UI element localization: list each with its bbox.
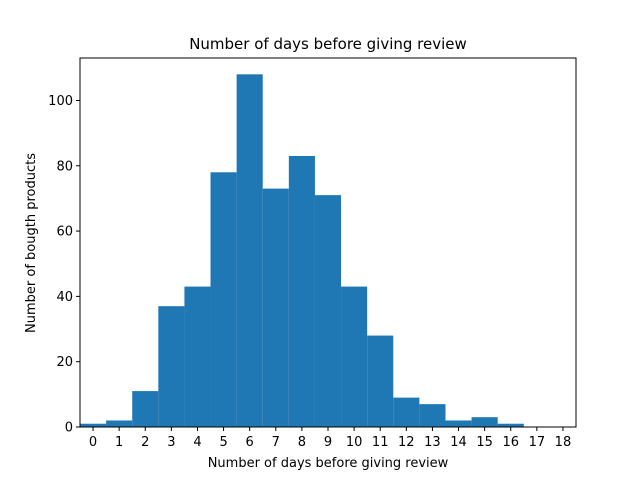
x-tick-label: 0 bbox=[89, 435, 97, 450]
histogram-bar-5 bbox=[210, 172, 237, 427]
histogram-bar-2 bbox=[132, 391, 159, 427]
y-tick-label: 20 bbox=[56, 355, 73, 370]
histogram-bar-10 bbox=[341, 286, 368, 427]
x-tick-label: 18 bbox=[555, 435, 572, 450]
y-tick-label: 0 bbox=[65, 421, 73, 436]
histogram-bar-4 bbox=[184, 286, 211, 427]
x-tick-label: 13 bbox=[424, 435, 441, 450]
x-axis: 0 1 2 3 4 5 6 7 8 9 10 11 12 13 14 15 16 17 18 bbox=[89, 427, 571, 450]
x-tick-label: 3 bbox=[167, 435, 175, 450]
x-tick-label: 6 bbox=[246, 435, 254, 450]
chart-title: Number of days before giving review bbox=[189, 35, 467, 53]
x-tick-label: 4 bbox=[193, 435, 201, 450]
histogram-bar-15 bbox=[471, 417, 498, 427]
x-tick-label: 15 bbox=[476, 435, 493, 450]
x-tick-label: 8 bbox=[298, 435, 306, 450]
x-tick-label: 9 bbox=[324, 435, 332, 450]
x-tick-label: 16 bbox=[502, 435, 519, 450]
y-axis-label: Number of bougth products bbox=[24, 153, 39, 333]
y-tick-label: 80 bbox=[56, 159, 73, 174]
histogram-bar-11 bbox=[367, 335, 394, 427]
histogram-bar-12 bbox=[393, 397, 420, 427]
x-tick-label: 12 bbox=[398, 435, 415, 450]
x-tick-label: 2 bbox=[141, 435, 149, 450]
x-tick-label: 7 bbox=[272, 435, 280, 450]
bars-group bbox=[80, 74, 524, 427]
y-axis: 0 20 40 60 80 100 bbox=[48, 94, 80, 436]
histogram-bar-8 bbox=[288, 155, 315, 427]
histogram-bar-7 bbox=[262, 188, 289, 427]
x-axis-label: Number of days before giving review bbox=[208, 456, 449, 471]
x-tick-label: 14 bbox=[450, 435, 467, 450]
y-tick-label: 60 bbox=[56, 225, 73, 240]
histogram-bar-16 bbox=[497, 423, 524, 427]
x-tick-label: 17 bbox=[529, 435, 546, 450]
x-tick-label: 10 bbox=[346, 435, 363, 450]
histogram-bar-13 bbox=[419, 404, 446, 427]
x-tick-label: 5 bbox=[219, 435, 227, 450]
histogram-bar-6 bbox=[236, 74, 263, 427]
x-tick-label: 11 bbox=[372, 435, 389, 450]
x-tick-label: 1 bbox=[115, 435, 123, 450]
y-tick-label: 100 bbox=[48, 94, 73, 109]
histogram-bar-9 bbox=[314, 195, 342, 427]
histogram-bar-14 bbox=[445, 420, 472, 427]
y-tick-label: 40 bbox=[56, 290, 73, 305]
plot-frame bbox=[79, 57, 577, 428]
histogram-bar-0 bbox=[80, 423, 107, 427]
histogram-bar-1 bbox=[106, 420, 133, 427]
histogram-bar-3 bbox=[158, 306, 185, 427]
